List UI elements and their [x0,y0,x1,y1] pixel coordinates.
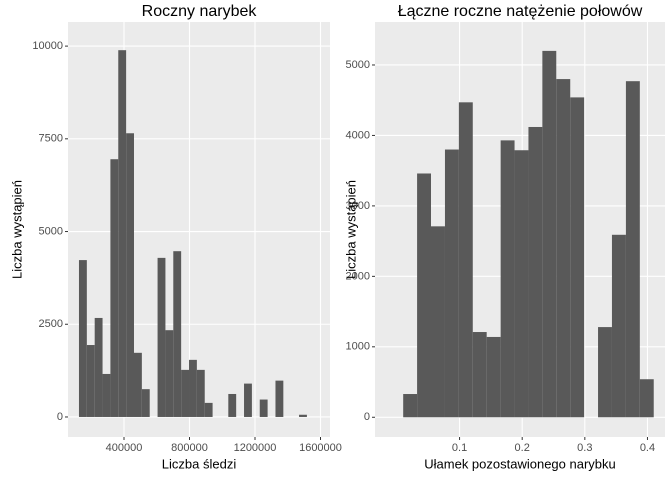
bar [472,332,487,418]
bar [500,140,515,418]
x-tick-label: 0.4 [640,442,655,454]
bar [259,399,268,417]
bar [611,234,626,418]
bar [133,352,142,417]
y-tick-label: 0 [57,411,63,423]
y-tick-label: 10000 [32,40,63,52]
y-tick-label: 2000 [346,270,370,282]
bar [204,402,213,417]
y-tick-label: 5000 [39,225,63,237]
bar [181,369,190,417]
bar [94,317,103,417]
y-axis-label: Liczba wystąpień [343,180,358,279]
bar [196,369,205,417]
bar [528,126,543,418]
bar [110,159,119,417]
bar [403,394,418,418]
x-tick-label: 0.2 [515,442,530,454]
bar [86,345,95,417]
bar [625,81,640,418]
y-axis-label: Liczba wystąpień [9,180,24,279]
bar [486,336,501,418]
bar [639,379,654,418]
bar [514,150,529,418]
y-tick-label: 2500 [39,318,63,330]
bar [102,373,111,417]
bar [417,173,431,418]
x-tick-label: 0.1 [452,442,467,454]
x-tick-label: 1200000 [234,442,277,454]
bar [118,50,127,417]
y-tick-label: 3000 [346,200,370,212]
chart-title: Roczny narybek [142,3,258,20]
bar [165,330,174,417]
bar [430,226,445,418]
y-tick-label: 1000 [346,341,370,353]
y-tick-label: 0 [364,411,370,423]
x-axis-label: Ułamek pozostawionego narybku [424,456,616,471]
bar [458,102,473,418]
bar [141,389,150,417]
bar [598,327,612,418]
bar [299,414,307,417]
bar [275,380,284,417]
bar [570,97,585,418]
y-tick-label: 5000 [346,59,370,71]
x-tick-label: 400000 [106,442,143,454]
chart-title: Łączne roczne natężenie połowów [398,3,643,20]
bar [78,260,87,417]
bar [189,359,197,417]
bar [157,257,166,417]
bar [542,50,557,418]
x-tick-label: 800000 [171,442,208,454]
x-tick-label: 0.3 [577,442,592,454]
bar [173,251,182,417]
bar [244,383,252,417]
bar [228,393,237,417]
y-tick-label: 4000 [346,129,370,141]
x-tick-label: 1600000 [299,442,342,454]
x-axis-label: Liczba śledzi [162,456,237,471]
y-tick-label: 7500 [39,133,63,145]
bar [444,149,459,418]
bar [126,133,134,417]
bar [556,79,571,418]
